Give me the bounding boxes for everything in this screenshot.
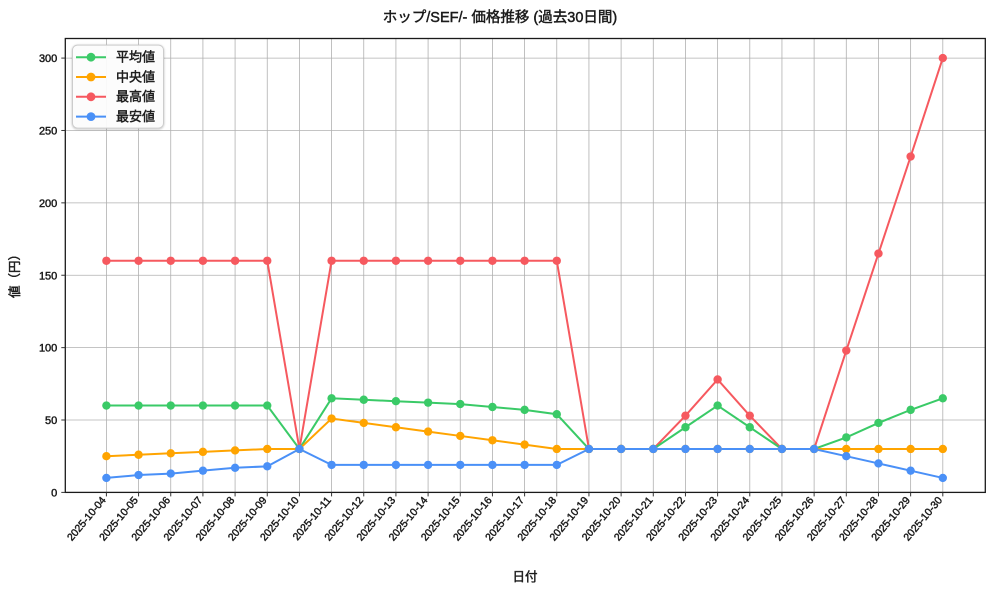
svg-text:ホップ/SEF/- 価格推移 (過去30日間): ホップ/SEF/- 価格推移 (過去30日間) xyxy=(383,9,617,26)
svg-text:最高値: 最高値 xyxy=(116,89,155,104)
svg-text:日付: 日付 xyxy=(512,570,537,584)
svg-text:中央値: 中央値 xyxy=(116,69,155,84)
svg-text:最安値: 最安値 xyxy=(116,109,155,124)
svg-text:値（円）: 値（円） xyxy=(7,248,22,298)
svg-text:150: 150 xyxy=(39,270,57,282)
svg-text:100: 100 xyxy=(39,343,57,355)
svg-text:平均値: 平均値 xyxy=(116,50,155,65)
svg-text:0: 0 xyxy=(51,487,57,499)
svg-text:50: 50 xyxy=(45,415,57,427)
svg-text:300: 300 xyxy=(39,53,57,65)
svg-text:250: 250 xyxy=(39,125,57,137)
svg-text:200: 200 xyxy=(39,198,57,210)
